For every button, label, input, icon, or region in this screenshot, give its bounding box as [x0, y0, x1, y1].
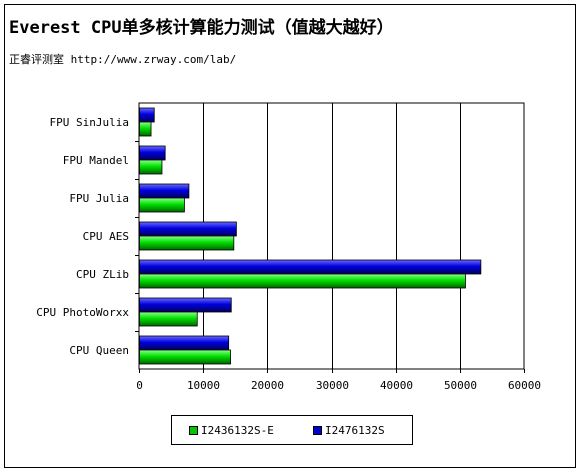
bar-series2: [139, 107, 155, 123]
bar-series1: [139, 197, 185, 213]
bar-series2: [139, 335, 230, 351]
chart-subtitle: 正睿评测室 http://www.zrway.com/lab/: [9, 53, 237, 66]
x-tick-label: 50000: [444, 379, 477, 392]
bar-series1: [139, 273, 466, 289]
bar-series2: [139, 297, 232, 313]
legend-item-series1: I2436132S-E: [189, 423, 274, 437]
x-tick-label: 10000: [187, 379, 220, 392]
bar-series2: [139, 145, 166, 161]
chart-title: Everest CPU单多核计算能力测试（值越大越好）: [9, 18, 394, 38]
x-tick-label: 30000: [316, 379, 349, 392]
x-tick-label: 0: [136, 379, 143, 392]
legend: I2436132S-E I2476132S: [171, 415, 413, 445]
x-tick-label: 60000: [508, 379, 541, 392]
bar-series1: [139, 159, 163, 175]
bar-series1: [139, 235, 235, 251]
bar-series1: [139, 311, 198, 327]
bar-series2: [139, 183, 190, 199]
legend-swatch-blue: [313, 425, 322, 435]
category-label: CPU Queen: [69, 344, 129, 357]
legend-item-series2: I2476132S: [313, 423, 385, 437]
bar-series1: [139, 121, 152, 137]
category-label: CPU ZLib: [76, 268, 129, 281]
bar-series1: [139, 349, 232, 365]
legend-label-series2: I2476132S: [325, 423, 385, 437]
x-tick-label: 20000: [251, 379, 284, 392]
category-label: CPU AES: [83, 230, 129, 243]
legend-swatch-green: [189, 425, 198, 435]
bar-series2: [139, 259, 482, 275]
bar-series2: [139, 221, 237, 237]
category-label: FPU Mandel: [63, 154, 129, 167]
category-label: CPU PhotoWorxx: [36, 306, 129, 319]
category-label: FPU Julia: [69, 192, 129, 205]
legend-label-series1: I2436132S-E: [201, 423, 274, 437]
category-label: FPU SinJulia: [50, 116, 129, 129]
x-tick-label: 40000: [380, 379, 413, 392]
